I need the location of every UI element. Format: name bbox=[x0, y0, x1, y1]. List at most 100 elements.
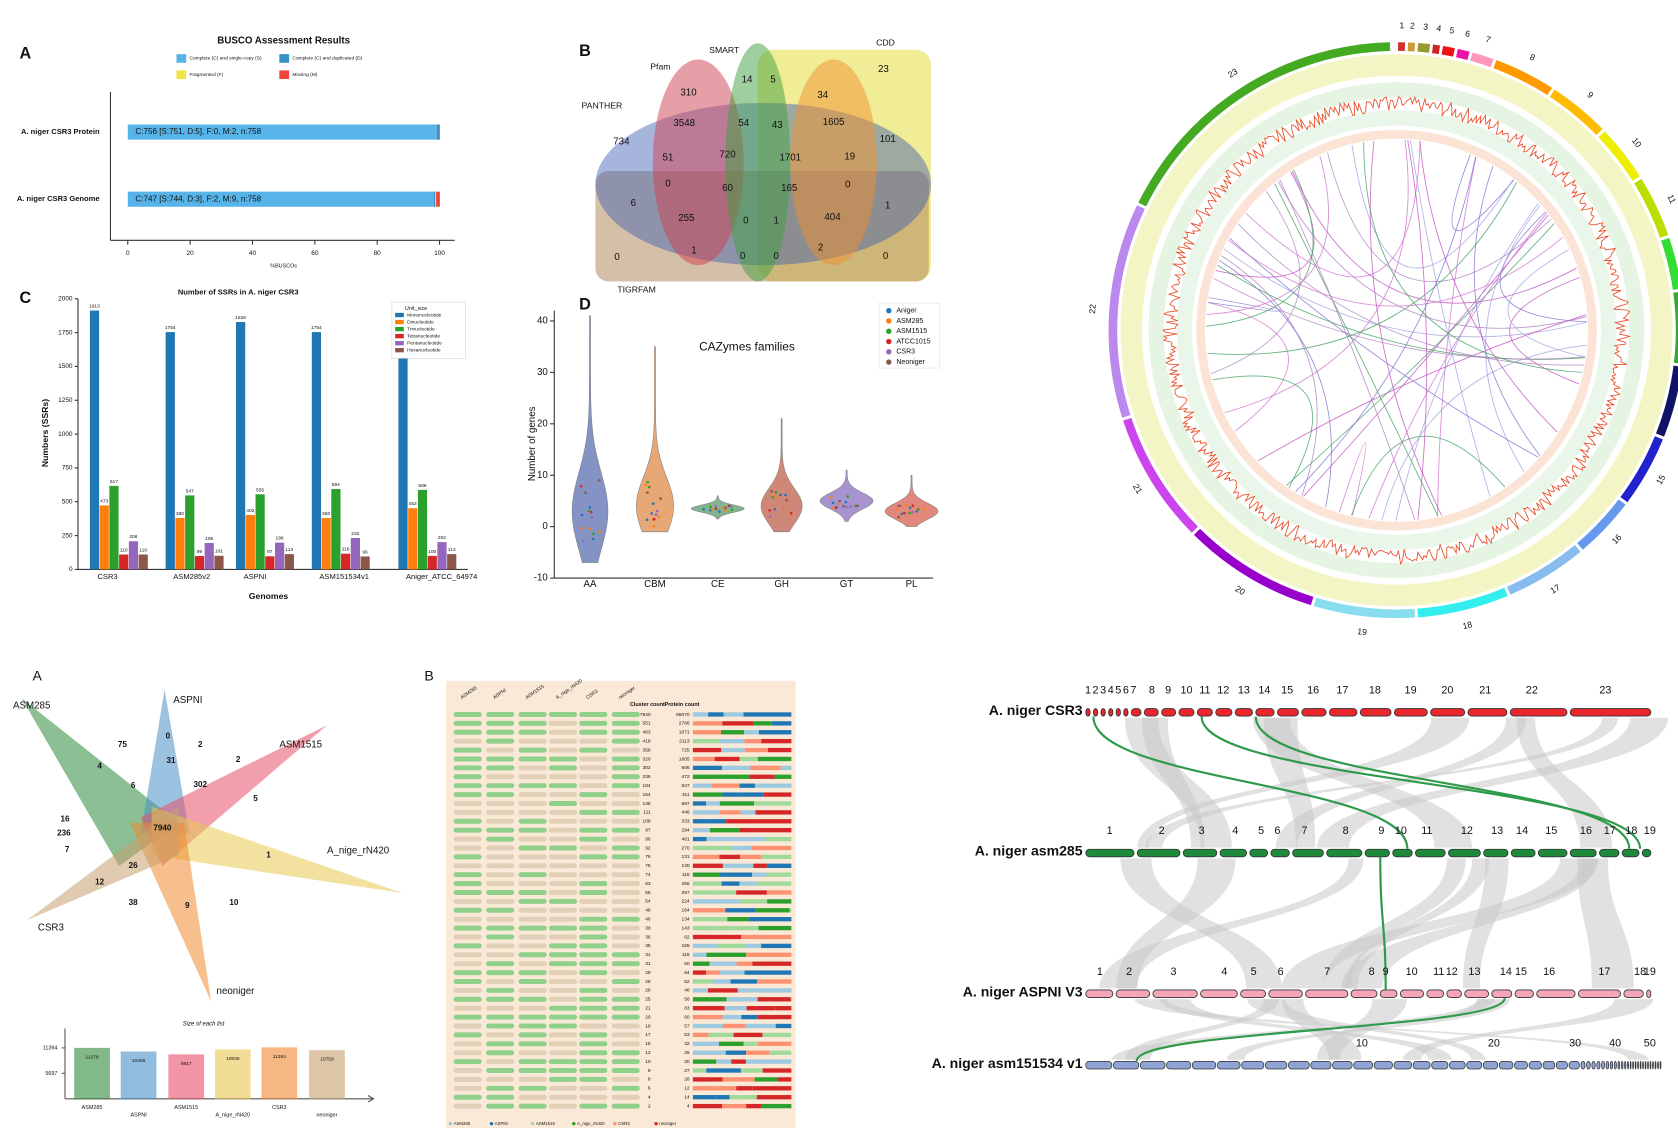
chromosome bbox=[1642, 1061, 1644, 1070]
presence-pill bbox=[486, 1005, 515, 1011]
composition-segment bbox=[722, 863, 754, 868]
link bbox=[1285, 223, 1555, 486]
composition-segment bbox=[692, 810, 721, 815]
chromosome bbox=[1415, 848, 1446, 858]
presence-pill bbox=[486, 827, 515, 833]
chromosome bbox=[1623, 989, 1644, 998]
presence-pill bbox=[453, 765, 482, 771]
presence-pill bbox=[611, 1032, 640, 1038]
chromosome-label: 21 bbox=[1131, 482, 1145, 496]
protein-count: 12 bbox=[684, 1086, 690, 1092]
cluster-count: 74 bbox=[645, 872, 651, 878]
x-tick-label: Aniger_ATCC_64974 bbox=[406, 572, 477, 581]
chromosome bbox=[1268, 989, 1303, 998]
x-tick-label: CSR3 bbox=[272, 1105, 286, 1111]
presence-pill bbox=[453, 1068, 482, 1073]
chromosome bbox=[1498, 1061, 1514, 1070]
chromosome bbox=[1234, 708, 1253, 717]
presence-pill bbox=[611, 1103, 640, 1109]
chromosome bbox=[1536, 989, 1576, 998]
presence-pill bbox=[579, 747, 608, 753]
presence-pill bbox=[611, 952, 640, 958]
composition-segment bbox=[755, 908, 790, 913]
legend-label: A_nige_rN420 bbox=[577, 1121, 605, 1126]
presence-pill bbox=[548, 729, 578, 735]
composition-segment bbox=[706, 1068, 741, 1073]
chromosome-label: 21 bbox=[1479, 685, 1491, 697]
legend-label: Mononucleotide bbox=[407, 312, 442, 318]
presence-pill bbox=[548, 774, 578, 780]
protein-count: 84 bbox=[684, 970, 690, 976]
chromosome bbox=[1085, 708, 1091, 717]
chromosome bbox=[1166, 1061, 1192, 1070]
cluster-count: 28 bbox=[645, 979, 651, 985]
region-count: 255 bbox=[678, 213, 694, 224]
x-tick-label: ASM1515 bbox=[174, 1105, 198, 1111]
composition-segment bbox=[761, 1103, 792, 1109]
link bbox=[1206, 155, 1329, 315]
composition-segment bbox=[692, 739, 721, 744]
protein-count: 2113 bbox=[679, 738, 690, 744]
value-label: 588 bbox=[418, 483, 426, 489]
legend-swatch bbox=[279, 70, 290, 80]
chromosome-label: 12 bbox=[1217, 685, 1229, 697]
chromosome bbox=[1568, 1061, 1580, 1070]
chromosome bbox=[1182, 848, 1218, 858]
bar bbox=[138, 554, 148, 570]
composition-segment bbox=[757, 979, 792, 984]
region-count: 16 bbox=[60, 815, 70, 824]
presence-pill bbox=[518, 818, 547, 824]
chromosome-label: 2 bbox=[1410, 21, 1416, 31]
protein-count: 224 bbox=[682, 899, 690, 905]
chromosome-label: 1 bbox=[1097, 966, 1103, 978]
presence-pill bbox=[548, 809, 578, 815]
gene-dot bbox=[911, 511, 914, 514]
legend-swatch bbox=[530, 1121, 535, 1126]
gene-dot bbox=[587, 509, 591, 513]
composition-segment bbox=[746, 952, 792, 957]
presence-pill bbox=[518, 1050, 547, 1056]
link bbox=[1351, 144, 1514, 269]
presence-pill bbox=[579, 783, 608, 789]
region-count: 2 bbox=[236, 755, 241, 764]
composition-segment bbox=[719, 854, 741, 860]
presence-pill bbox=[548, 827, 578, 833]
composition-segment bbox=[692, 1006, 725, 1011]
bar bbox=[99, 505, 109, 570]
presence-pill bbox=[548, 1059, 578, 1065]
chromosome-label: 7 bbox=[1301, 825, 1307, 837]
composition-segment bbox=[753, 863, 767, 868]
presence-pill bbox=[579, 1103, 608, 1109]
chromosome bbox=[1617, 1061, 1621, 1070]
chromosome bbox=[1482, 1061, 1498, 1070]
composition-segment bbox=[763, 792, 792, 797]
chromosome-label: 5 bbox=[1251, 966, 1257, 978]
cluster-count: 184 bbox=[643, 783, 651, 789]
chromosome bbox=[1191, 1061, 1217, 1070]
gene-dot bbox=[710, 508, 714, 511]
cluster-count: 76 bbox=[645, 854, 651, 860]
composition-segment bbox=[692, 872, 721, 877]
chromosome-label: 2 bbox=[1093, 685, 1099, 697]
x-tick-label: 40 bbox=[249, 250, 257, 257]
chromosome bbox=[1326, 848, 1363, 858]
presence-pill bbox=[579, 979, 608, 984]
composition-segment bbox=[721, 881, 740, 886]
composition-segment bbox=[710, 828, 740, 833]
region-count: 2 bbox=[198, 740, 203, 749]
bar bbox=[331, 489, 341, 570]
chromosome bbox=[1085, 1061, 1113, 1070]
composition-segment bbox=[706, 970, 720, 975]
link bbox=[1507, 249, 1586, 358]
link bbox=[1327, 152, 1552, 283]
composition-segment bbox=[759, 819, 792, 824]
chromosome bbox=[1426, 989, 1445, 998]
presence-pill bbox=[579, 729, 608, 735]
chromosome bbox=[1549, 89, 1603, 136]
value-label: 452 bbox=[409, 501, 417, 507]
presence-pill bbox=[579, 1085, 608, 1091]
region-count: 0 bbox=[166, 731, 171, 740]
composition-segment bbox=[692, 1068, 707, 1073]
presence-pill bbox=[579, 800, 608, 806]
composition-segment bbox=[721, 765, 751, 771]
